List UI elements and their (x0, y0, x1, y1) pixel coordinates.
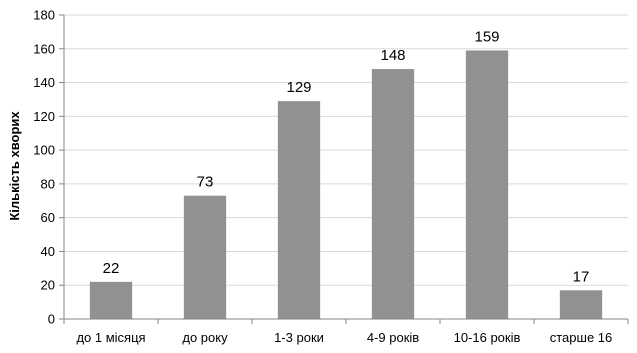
y-tick-label-40: 40 (41, 244, 55, 259)
data-label-1: 73 (197, 174, 214, 191)
data-label-3: 148 (380, 47, 405, 64)
bar-4 (465, 50, 509, 319)
y-axis-title: Кількість хворих (7, 111, 22, 221)
y-tick-label-100: 100 (33, 143, 55, 158)
x-tick-label-3: 4-9 років (367, 330, 419, 345)
data-label-5: 17 (573, 268, 590, 285)
y-tick-label-0: 0 (48, 312, 55, 327)
bar-5 (559, 290, 603, 319)
x-tick-label-0: до 1 місяця (76, 330, 145, 345)
bar-0 (89, 281, 133, 319)
y-tick-label-20: 20 (41, 278, 55, 293)
labels: 0 20 40 60 80 100 120 140 160 180 22 до 1 місяця 73 д… (33, 8, 612, 346)
gridlines (64, 14, 628, 286)
y-tick-label-120: 120 (33, 109, 55, 124)
data-label-4: 159 (474, 28, 499, 45)
bar-3 (371, 69, 415, 320)
y-tick-label-80: 80 (41, 176, 55, 191)
bar-1 (183, 195, 227, 319)
y-tick-label-160: 160 (33, 41, 55, 56)
y-tick-label-60: 60 (41, 210, 55, 225)
bar-2 (277, 101, 321, 319)
x-tick-label-1: до року (182, 330, 228, 345)
bars (89, 50, 603, 320)
y-tick-label-140: 140 (33, 75, 55, 90)
axes (59, 14, 629, 324)
x-tick-label-4: 10-16 років (454, 330, 521, 345)
data-label-2: 129 (286, 79, 311, 96)
x-tick-label-5: старше 16 (550, 330, 613, 345)
x-tick-label-2: 1-3 роки (274, 330, 324, 345)
data-label-0: 22 (103, 260, 120, 277)
y-tick-label-180: 180 (33, 8, 55, 23)
